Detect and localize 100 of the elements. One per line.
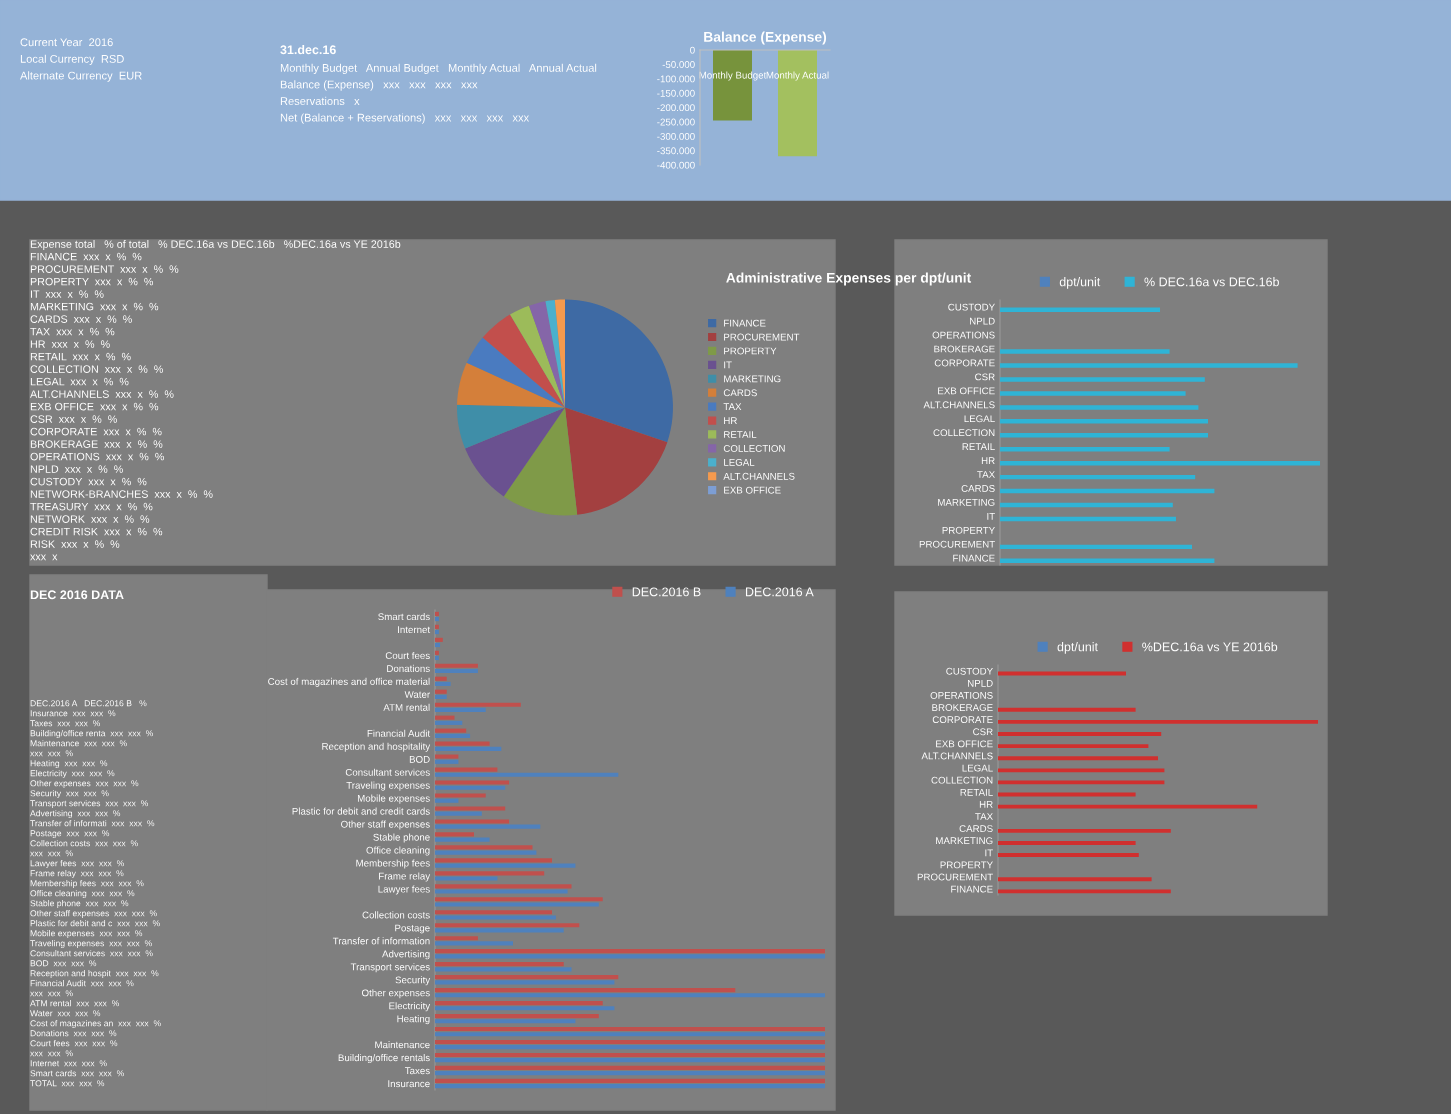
- text: Other expenses xxx xxx %: [30, 780, 139, 789]
- legend-label: TAX: [723, 403, 742, 411]
- bar: [435, 1065, 825, 1071]
- y-tick-label: MARKETING: [936, 837, 993, 845]
- y-tick-label: OPERATIONS: [930, 692, 993, 699]
- bar: [435, 949, 825, 954]
- y-tick-label: Electricity: [389, 1002, 431, 1012]
- bar: [435, 759, 459, 764]
- text: CREDIT RISK xxx x % %: [30, 527, 163, 536]
- text: Cost of magazines an xxx xxx %: [30, 1020, 161, 1029]
- bar: [435, 980, 615, 985]
- legend-label: MARKETING: [724, 375, 781, 383]
- bar: [435, 806, 506, 811]
- y-tick-label: COLLECTION: [933, 429, 995, 437]
- bar: [1000, 516, 1176, 522]
- bar: [435, 850, 537, 855]
- text: FINANCE xxx x % %: [30, 252, 142, 261]
- bar: [998, 756, 1158, 761]
- bar: [435, 611, 439, 616]
- text: Advertising xxx xxx %: [30, 810, 121, 819]
- y-tick-label: CUSTODY: [948, 303, 995, 311]
- bar: [435, 915, 556, 920]
- y-tick-label: Postage: [395, 924, 430, 934]
- y-tick-label: Water: [404, 691, 430, 698]
- bar: [998, 732, 1162, 736]
- bar: [998, 889, 1171, 894]
- y-tick-label: Office cleaning: [366, 846, 430, 856]
- text: ALT.CHANNELS xxx x % %: [30, 390, 174, 398]
- y-tick-label: Financial Audit: [367, 729, 431, 737]
- bar: [435, 863, 576, 868]
- y-tick-label: IT: [987, 513, 995, 520]
- bar: [1000, 349, 1170, 354]
- y-tick-label: -100.000: [657, 75, 695, 83]
- y-tick-label: LEGAL: [964, 415, 995, 423]
- text: MARKETING xxx x % %: [30, 302, 159, 311]
- bar: [435, 954, 825, 959]
- legend-label: LEGAL: [724, 458, 755, 466]
- text: NETWORK xxx x % %: [30, 515, 150, 523]
- pie-slice: [510, 305, 565, 408]
- y-tick-label: HR: [981, 457, 995, 464]
- bar: [998, 719, 1318, 724]
- bar: [435, 993, 825, 998]
- text: Postage xxx xxx %: [30, 830, 110, 839]
- bar: [1000, 377, 1205, 382]
- pie-slice: [503, 407, 578, 516]
- bar: [435, 941, 513, 946]
- text: CSR xxx x % %: [30, 415, 117, 423]
- legend-label: EXB OFFICE: [724, 486, 781, 494]
- y-tick-label: CUSTODY: [946, 667, 993, 675]
- text: Frame relay xxx xxx %: [30, 870, 124, 879]
- text: Current Year 2016: [20, 38, 113, 47]
- text: Consultant services xxx xxx %: [30, 950, 153, 957]
- bar: [998, 841, 1136, 845]
- y-tick-label: PROCUREMENT: [919, 540, 995, 548]
- y-tick-label: Reception and hospitality: [322, 742, 431, 752]
- bar: [435, 655, 439, 661]
- y-tick-label: Lawyer fees: [378, 885, 430, 895]
- text: Smart cards xxx xxx %: [30, 1070, 124, 1077]
- text: HR xxx x % %: [30, 340, 110, 348]
- text: Collection costs xxx xxx %: [30, 840, 138, 847]
- text: Other staff expenses xxx xxx %: [30, 910, 157, 919]
- text: xxx xxx %: [30, 1050, 73, 1057]
- text: Office cleaning xxx xxx %: [30, 890, 135, 899]
- text: ATM rental xxx xxx %: [30, 1000, 120, 1007]
- bar: [435, 975, 619, 980]
- bar: [435, 694, 447, 699]
- y-tick-label: ALT.CHANNELS: [921, 752, 993, 760]
- text: PROPERTY xxx x % %: [30, 277, 154, 286]
- bar: [1000, 460, 1320, 466]
- bar: [435, 1071, 825, 1076]
- bar: [435, 707, 486, 712]
- bar: [435, 676, 447, 681]
- bar: [435, 884, 572, 889]
- y-tick-label: CSR: [973, 728, 993, 736]
- bar: [435, 811, 482, 816]
- bar: [1000, 433, 1208, 438]
- text: EXB OFFICE xxx x % %: [30, 402, 159, 411]
- bar: [435, 741, 490, 746]
- y-tick-label: TAX: [977, 471, 995, 478]
- bar: [435, 988, 736, 993]
- text: Court fees xxx xxx %: [30, 1040, 118, 1047]
- text: Mobile expenses xxx xxx %: [30, 930, 143, 939]
- text: Internet xxx xxx %: [30, 1060, 107, 1067]
- y-tick-label: Membership fees: [356, 859, 430, 869]
- text: Maintenance xxx xxx %: [30, 740, 127, 747]
- text: CORPORATE xxx x % %: [30, 427, 162, 436]
- y-tick-label: CSR: [975, 373, 995, 381]
- y-tick-label: NPLD: [968, 679, 993, 687]
- y-tick-label: PROCUREMENT: [917, 873, 993, 881]
- y-tick-label: CARDS: [959, 825, 993, 833]
- text: Traveling expenses xxx xxx %: [30, 940, 152, 949]
- text: Reservations x: [280, 96, 360, 106]
- bar: [435, 767, 498, 772]
- text: Donations xxx xxx %: [30, 1030, 117, 1037]
- bar: [435, 967, 572, 972]
- bar: [435, 1001, 603, 1006]
- text: xxx xxx %: [30, 750, 73, 757]
- legend-label: dpt/unit: [1057, 642, 1098, 654]
- bar: [435, 681, 451, 687]
- text: Balance (Expense) xxx xxx xxx xxx: [280, 80, 478, 91]
